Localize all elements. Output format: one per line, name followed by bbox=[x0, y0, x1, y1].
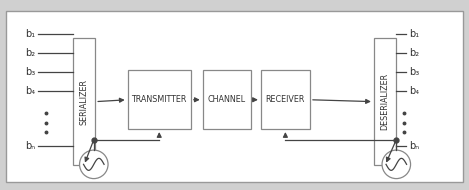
Text: RECEIVER: RECEIVER bbox=[266, 95, 305, 104]
Text: bₙ: bₙ bbox=[409, 141, 420, 151]
Text: b₃: b₃ bbox=[25, 67, 35, 77]
Text: b₂: b₂ bbox=[25, 48, 35, 58]
Ellipse shape bbox=[382, 150, 410, 179]
Bar bbox=[128, 70, 191, 129]
Text: b₁: b₁ bbox=[409, 29, 420, 39]
Bar bbox=[73, 38, 95, 165]
Text: DESERIALIZER: DESERIALIZER bbox=[380, 73, 390, 130]
Text: b₄: b₄ bbox=[409, 86, 420, 96]
Text: b₃: b₃ bbox=[409, 67, 420, 77]
Text: SERIALIZER: SERIALIZER bbox=[79, 79, 89, 125]
Ellipse shape bbox=[80, 150, 108, 179]
Bar bbox=[261, 70, 310, 129]
Text: TRANSMITTER: TRANSMITTER bbox=[131, 95, 187, 104]
Bar bbox=[374, 38, 396, 165]
Text: b₄: b₄ bbox=[25, 86, 35, 96]
Text: b₁: b₁ bbox=[25, 29, 35, 39]
Text: CHANNEL: CHANNEL bbox=[208, 95, 246, 104]
Text: bₙ: bₙ bbox=[25, 141, 35, 151]
Text: b₂: b₂ bbox=[409, 48, 420, 58]
Bar bbox=[203, 70, 251, 129]
